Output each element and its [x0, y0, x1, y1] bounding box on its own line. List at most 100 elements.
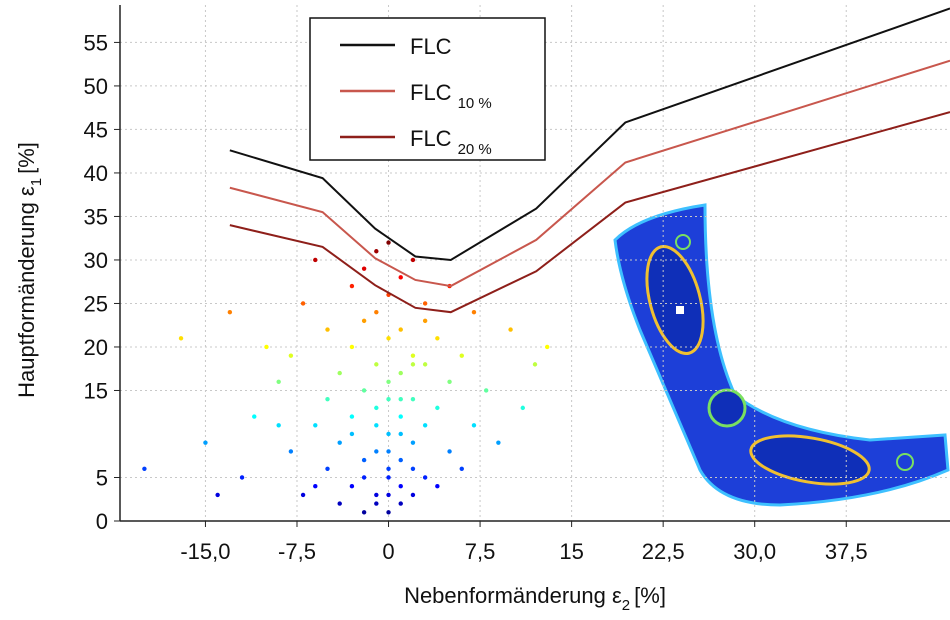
xlabel-unit: [%]: [634, 583, 666, 608]
scatter-point: [483, 388, 489, 393]
scatter-point: [386, 336, 391, 341]
xlabel-text: Nebenformänderung ε: [404, 583, 622, 608]
scatter-point: [325, 396, 330, 402]
scatter-point: [422, 423, 428, 428]
scatter-point: [337, 501, 342, 506]
legend-name: FLC: [410, 80, 452, 105]
x-tick-label: 7,5: [465, 539, 496, 564]
legend-sub: 20 %: [458, 141, 492, 158]
scatter-point: [471, 309, 477, 315]
y-tick-label: 5: [96, 465, 108, 490]
scatter-point: [288, 353, 294, 358]
y-tick-label: 40: [84, 161, 108, 186]
legend-sub: 10 %: [458, 95, 492, 112]
scatter-point: [325, 466, 330, 471]
scatter-point: [288, 449, 294, 454]
ylabel-sub: 1: [28, 178, 45, 186]
scatter-point: [142, 466, 147, 471]
legend-label: FLC: [410, 34, 452, 59]
scatter-point: [349, 283, 355, 289]
scatter-point: [386, 240, 391, 245]
scatter-point: [410, 466, 416, 471]
scatter-point: [252, 414, 257, 419]
scatter-point: [374, 405, 379, 411]
scatter-point: [361, 475, 367, 480]
scatter-point: [459, 466, 464, 471]
scatter-point: [398, 396, 403, 402]
x-tick-label: 30,0: [733, 539, 776, 564]
scatter-point: [227, 309, 233, 315]
scatter-point: [398, 414, 403, 419]
scatter-point: [374, 423, 379, 428]
scatter-point: [398, 370, 403, 376]
scatter-point: [398, 483, 403, 489]
x-tick-label: 22,5: [642, 539, 685, 564]
legend-label: FLC 10 %: [410, 80, 492, 112]
scatter-point: [386, 379, 391, 384]
scatter-point: [386, 431, 391, 437]
ylabel-unit: [%]: [14, 142, 39, 174]
ylabel-title: Hauptformänderung ε1 [%]: [14, 142, 45, 398]
y-tick-label: 50: [84, 74, 108, 99]
scatter-point: [313, 423, 318, 428]
scatter-point: [496, 440, 501, 445]
scatter-point: [386, 396, 391, 402]
scatter-point: [422, 475, 428, 480]
scatter-point: [349, 344, 355, 350]
legend-label: FLC 20 %: [410, 126, 492, 158]
scatter-point: [349, 431, 355, 437]
flc-line: [229, 59, 950, 288]
plot-area: 0 5 15 20 25 30 35 40 45 50 55 -15,0 -7,5 0 7,5 15 22,5 3…: [84, 5, 950, 564]
scatter-point: [337, 440, 342, 445]
x-tick-label: 15: [559, 539, 583, 564]
scatter-point: [386, 475, 391, 480]
scatter-point: [276, 379, 281, 384]
scatter-point: [349, 414, 355, 419]
scatter-point: [361, 266, 367, 271]
scatter-point: [361, 318, 367, 324]
scatter-point: [410, 362, 416, 367]
scatter-point: [300, 492, 306, 498]
scatter-point: [545, 344, 550, 350]
y-tick-label: 25: [84, 291, 108, 316]
scatter-point: [374, 492, 379, 498]
y-tick-label: 35: [84, 204, 108, 229]
scatter-point: [435, 483, 440, 489]
flc-line: [229, 7, 950, 261]
ylabel-text: Hauptformänderung ε: [14, 186, 39, 398]
scatter-point: [178, 336, 184, 341]
scatter-point: [313, 257, 318, 263]
scatter-point: [386, 449, 391, 454]
scatter-point: [361, 457, 367, 463]
scatter-point: [361, 510, 367, 515]
scatter-point: [471, 423, 477, 428]
scatter-point: [520, 405, 525, 411]
legend: FLC FLC 10 % FLC 20 %: [309, 17, 546, 161]
scatter-point: [325, 327, 330, 332]
flc-line: [229, 111, 950, 314]
scatter-point: [398, 431, 403, 437]
xlabel-sub: 2: [622, 597, 630, 614]
x-tick-label: 37,5: [825, 539, 868, 564]
y-tick-label: 45: [84, 117, 108, 142]
scatter-point: [422, 362, 428, 367]
xlabel-title: Nebenformänderung ε2 [%]: [404, 583, 666, 614]
scatter-point: [337, 370, 342, 376]
scatter-point: [422, 301, 428, 306]
x-tick-label: -7,5: [278, 539, 316, 564]
scatter-point: [313, 483, 318, 489]
y-tick-label: 15: [84, 378, 108, 403]
scatter-point: [300, 301, 306, 306]
scatter-point: [374, 501, 379, 506]
scatter-point: [410, 353, 416, 358]
legend-name: FLC: [410, 126, 452, 151]
scatter-point: [398, 327, 403, 332]
scatter-point: [264, 344, 269, 350]
scatter-point: [374, 249, 379, 254]
scatter-point: [361, 388, 367, 393]
scatter-point: [276, 423, 281, 428]
scatter-point: [435, 336, 440, 341]
scatter-point: [374, 309, 379, 315]
